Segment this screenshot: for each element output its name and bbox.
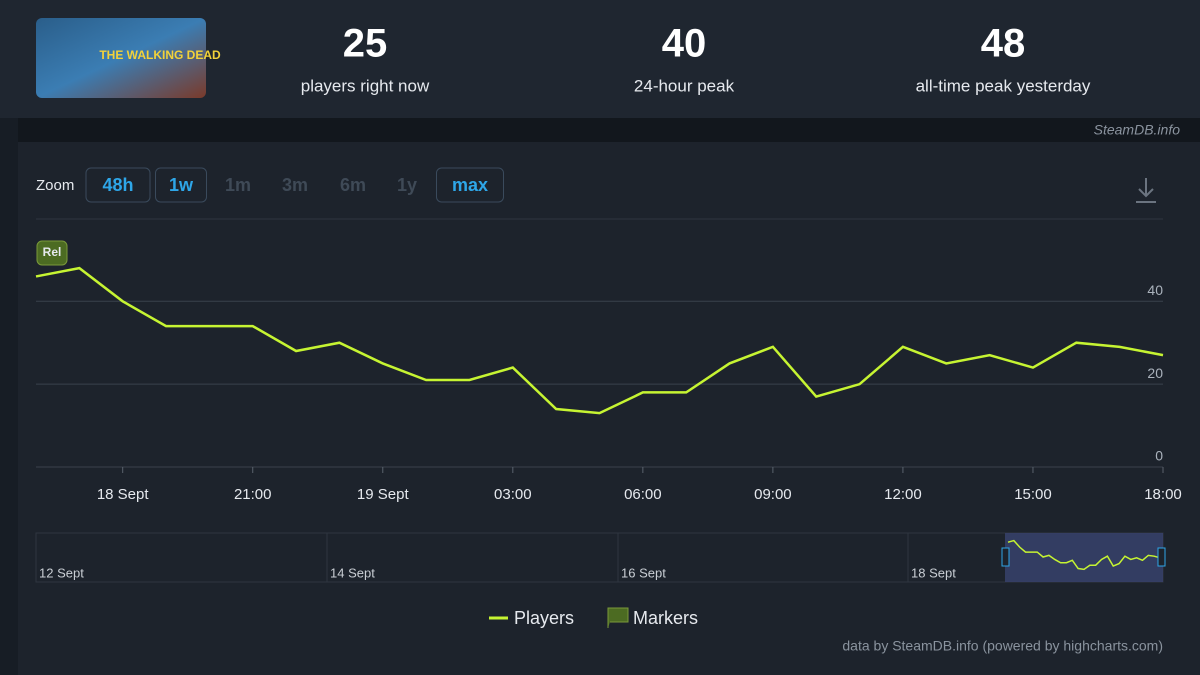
zoom-button[interactable] xyxy=(155,167,207,203)
x-tick-label: 18:00 xyxy=(1144,486,1182,503)
flag[interactable] xyxy=(36,240,68,266)
logo-text: THE WALKING DEAD xyxy=(99,48,221,62)
zoom-button-label: 1y xyxy=(397,175,417,195)
zoom-button-label: 3m xyxy=(282,175,308,195)
zoom-button-label[interactable]: 1w xyxy=(169,175,194,195)
navigator-window[interactable] xyxy=(1005,533,1163,582)
navigator-handle[interactable] xyxy=(1001,547,1010,567)
x-tick-label: 06:00 xyxy=(624,486,662,503)
x-tick-label: 18 Sept xyxy=(97,486,150,503)
stat-label: players right now xyxy=(301,76,430,95)
x-tick-label: 12:00 xyxy=(884,486,922,503)
navigator-label: 18 Sept xyxy=(911,565,956,580)
x-tick-label: 09:00 xyxy=(754,486,792,503)
navigator-label: 16 Sept xyxy=(621,565,666,580)
credit: data by SteamDB.info (powered by highcha… xyxy=(842,638,1163,654)
stat-value: 48 xyxy=(981,22,1026,66)
legend-label[interactable]: Markers xyxy=(633,608,698,628)
legend-label[interactable]: Players xyxy=(514,608,574,628)
zoom-button-label[interactable]: 48h xyxy=(102,175,133,195)
x-tick-label: 15:00 xyxy=(1014,486,1052,503)
stat-value: 25 xyxy=(343,22,388,66)
watermark: SteamDB.info xyxy=(1094,122,1181,138)
zoom-button-label: 1m xyxy=(225,175,251,195)
stat-label: 24-hour peak xyxy=(634,76,735,95)
navigator-line xyxy=(1007,539,1161,571)
x-tick-label: 19 Sept xyxy=(357,486,410,503)
y-tick-label: 20 xyxy=(1147,365,1163,381)
game-image xyxy=(36,18,206,98)
series-line xyxy=(35,266,1164,415)
x-tick-label: 03:00 xyxy=(494,486,532,503)
y-tick-label: 40 xyxy=(1147,282,1163,298)
zoom-button[interactable] xyxy=(436,167,504,203)
legend-flag[interactable] xyxy=(607,607,629,628)
zoom-label: Zoom xyxy=(36,177,74,194)
zoom-button-label: 6m xyxy=(340,175,366,195)
zoom-button-label[interactable]: max xyxy=(452,175,488,195)
flag-label: Rel xyxy=(43,245,62,259)
navigator-label: 12 Sept xyxy=(39,565,84,580)
x-tick-label: 21:00 xyxy=(234,486,272,503)
stat-value: 40 xyxy=(662,22,707,66)
strip xyxy=(18,118,1200,142)
stat-label: all-time peak yesterday xyxy=(916,76,1091,95)
zoom-button[interactable] xyxy=(85,167,151,203)
navigator-label: 14 Sept xyxy=(330,565,375,580)
y-tick-label: 0 xyxy=(1155,448,1163,464)
navigator-handle[interactable] xyxy=(1157,547,1166,567)
download-icon[interactable] xyxy=(1136,178,1156,203)
